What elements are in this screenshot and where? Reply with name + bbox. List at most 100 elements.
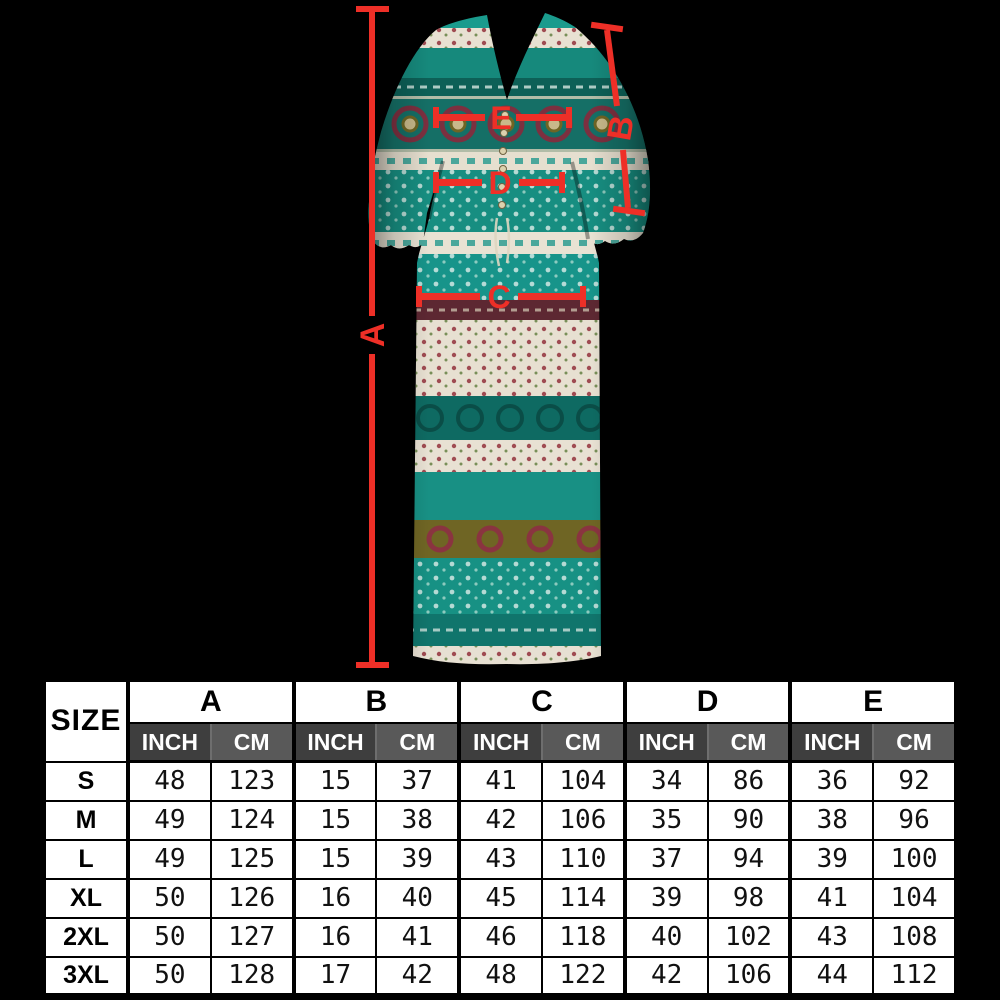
value-cell: 44 [789, 955, 875, 998]
size-cell: 2XL [43, 916, 130, 958]
value-cell: 50 [127, 877, 212, 919]
value-cell: 49 [127, 799, 212, 841]
unit-header-cm: CM [706, 722, 793, 763]
value-cell: 94 [706, 838, 793, 880]
value-cell: 123 [209, 760, 296, 802]
value-cell: 50 [127, 916, 212, 958]
value-cell: 102 [706, 916, 793, 958]
value-cell: 42 [375, 955, 462, 998]
value-cell: 48 [127, 760, 212, 802]
value-cell: 39 [623, 877, 709, 919]
value-cell: 38 [375, 799, 462, 841]
value-cell: 46 [458, 916, 543, 958]
unit-header-inch: INCH [789, 722, 875, 763]
value-cell: 118 [540, 916, 627, 958]
col-header-e: E [789, 679, 958, 724]
value-cell: 104 [872, 877, 958, 919]
table-row: 3XL 50 128 17 42 48 122 42 106 44 112 [43, 955, 958, 998]
value-cell: 86 [706, 760, 793, 802]
value-cell: 49 [127, 838, 212, 880]
unit-header-cm: CM [872, 722, 958, 763]
size-cell: L [43, 838, 130, 880]
measure-label-a: A [354, 323, 392, 348]
value-cell: 50 [127, 955, 212, 998]
unit-header-inch: INCH [458, 722, 543, 763]
value-cell: 34 [623, 760, 709, 802]
measurement-arrow-c: C [416, 279, 586, 315]
unit-header-cm: CM [209, 722, 296, 763]
value-cell: 42 [458, 799, 543, 841]
value-cell: 126 [209, 877, 296, 919]
value-cell: 42 [623, 955, 709, 998]
value-cell: 100 [872, 838, 958, 880]
dress-measurement-diagram: A B E [354, 6, 651, 668]
value-cell: 41 [458, 760, 543, 802]
measure-label-d: D [488, 165, 511, 201]
measurement-arrows: A B E [354, 6, 646, 668]
col-header-d: D [623, 679, 793, 724]
unit-header-inch: INCH [127, 722, 212, 763]
value-cell: 90 [706, 799, 793, 841]
value-cell: 43 [789, 916, 875, 958]
size-cell: 3XL [43, 955, 130, 998]
value-cell: 114 [540, 877, 627, 919]
value-cell: 15 [292, 760, 378, 802]
value-cell: 92 [872, 760, 958, 802]
value-cell: 110 [540, 838, 627, 880]
unit-header-cm: CM [540, 722, 627, 763]
size-chart-table: SIZE A B C D E INCH CM INCH CM INCH CM I… [42, 678, 958, 998]
value-cell: 40 [623, 916, 709, 958]
value-cell: 35 [623, 799, 709, 841]
unit-header-cm: CM [375, 722, 462, 763]
value-cell: 104 [540, 760, 627, 802]
value-cell: 45 [458, 877, 543, 919]
value-cell: 43 [458, 838, 543, 880]
table-row: M 49 124 15 38 42 106 35 90 38 96 [43, 799, 958, 841]
value-cell: 106 [540, 799, 627, 841]
value-cell: 112 [872, 955, 958, 998]
value-cell: 36 [789, 760, 875, 802]
unit-header-inch: INCH [292, 722, 378, 763]
col-header-c: C [458, 679, 627, 724]
value-cell: 96 [872, 799, 958, 841]
value-cell: 108 [872, 916, 958, 958]
value-cell: 15 [292, 799, 378, 841]
col-header-a: A [127, 679, 296, 724]
value-cell: 39 [789, 838, 875, 880]
unit-header-inch: INCH [623, 722, 709, 763]
value-cell: 37 [375, 760, 462, 802]
measurement-arrow-a: A [354, 6, 392, 668]
value-cell: 122 [540, 955, 627, 998]
size-cell: XL [43, 877, 130, 919]
value-cell: 41 [789, 877, 875, 919]
value-cell: 106 [706, 955, 793, 998]
col-header-b: B [292, 679, 462, 724]
value-cell: 125 [209, 838, 296, 880]
value-cell: 16 [292, 916, 378, 958]
size-cell: M [43, 799, 130, 841]
value-cell: 124 [209, 799, 296, 841]
table-row: S 48 123 15 37 41 104 34 86 36 92 [43, 760, 958, 802]
value-cell: 16 [292, 877, 378, 919]
value-cell: 128 [209, 955, 296, 998]
value-cell: 17 [292, 955, 378, 998]
value-cell: 15 [292, 838, 378, 880]
measure-label-e: E [490, 100, 511, 136]
value-cell: 39 [375, 838, 462, 880]
measurement-arrow-d: D [433, 165, 565, 201]
table-row: XL 50 126 16 40 45 114 39 98 41 104 [43, 877, 958, 919]
size-cell: S [43, 760, 130, 802]
measurement-arrow-e: E [433, 100, 572, 136]
measure-label-c: C [487, 279, 510, 315]
table-row: 2XL 50 127 16 41 46 118 40 102 43 108 [43, 916, 958, 958]
table-row: L 49 125 15 39 43 110 37 94 39 100 [43, 838, 958, 880]
value-cell: 37 [623, 838, 709, 880]
measurement-arrow-b: B [590, 21, 646, 217]
value-cell: 41 [375, 916, 462, 958]
size-header: SIZE [43, 679, 130, 763]
value-cell: 38 [789, 799, 875, 841]
value-cell: 48 [458, 955, 543, 998]
value-cell: 40 [375, 877, 462, 919]
value-cell: 127 [209, 916, 296, 958]
